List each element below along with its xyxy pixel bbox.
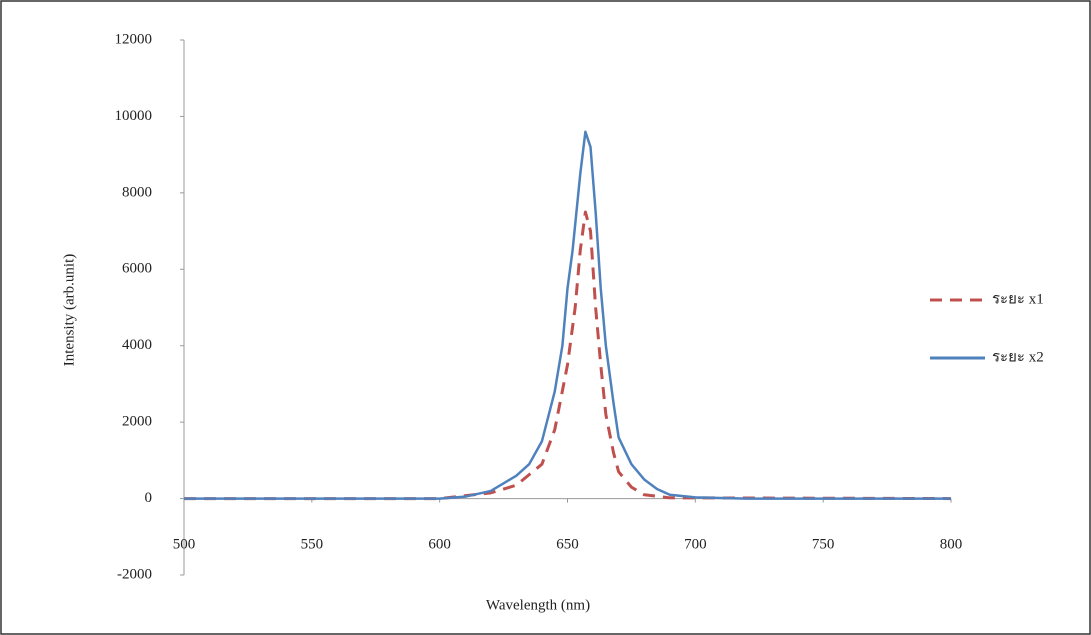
- y-tick-label: 6000: [122, 261, 152, 277]
- x-tick-label: 550: [301, 536, 324, 552]
- series-line: [184, 210, 952, 501]
- x-tick-label: 700: [684, 536, 707, 552]
- y-tick-label: -2000: [117, 566, 152, 582]
- y-tick-label: 8000: [122, 184, 152, 200]
- x-tick-label: 750: [812, 536, 835, 552]
- legend-label: ระยะ x1: [992, 291, 1044, 307]
- y-tick-label: 12000: [115, 31, 153, 47]
- series-line: [184, 130, 951, 500]
- x-tick-label: 650: [556, 536, 579, 552]
- y-tick-label: 4000: [122, 337, 152, 353]
- y-tick-label: 2000: [122, 414, 152, 430]
- x-tick-label: 600: [428, 536, 451, 552]
- x-tick-label: 500: [173, 536, 196, 552]
- x-tick-label: 800: [940, 536, 963, 552]
- y-tick-label: 0: [145, 490, 153, 506]
- y-tick-label: 10000: [115, 108, 153, 124]
- x-axis-label: Wavelength (nm): [486, 597, 590, 613]
- legend-label: ระยะ x2: [992, 349, 1044, 365]
- y-axis-label: Intensity (arb.unit): [61, 254, 77, 366]
